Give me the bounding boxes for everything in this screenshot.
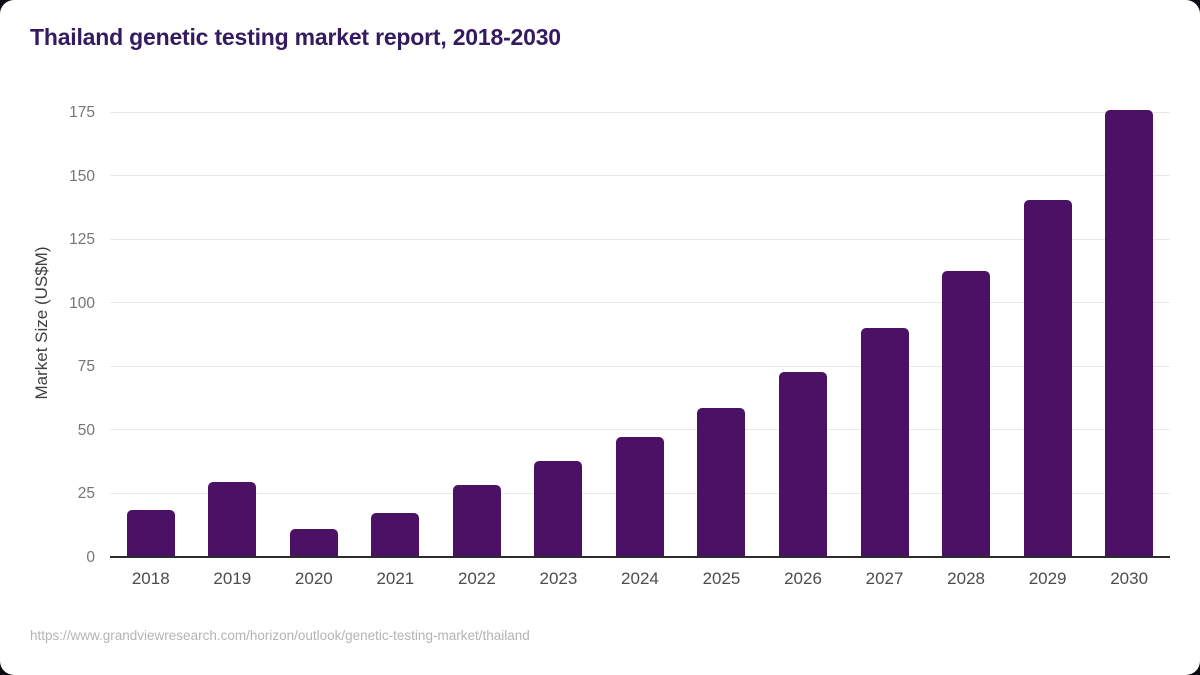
bar-slot-2026 xyxy=(762,110,844,557)
gridline-125 xyxy=(110,238,1170,240)
bar-2019[interactable] xyxy=(208,482,257,557)
gridline-100 xyxy=(110,302,1170,304)
x-axis-tick-labels: 2018 2019 2020 2021 2022 2023 2024 2025 2026 2027… xyxy=(110,569,1170,589)
x-tick-2027: 2027 xyxy=(865,569,904,588)
x-tick-2028: 2028 xyxy=(947,569,985,588)
bar-slot-2019 xyxy=(192,110,274,557)
x-tick-2025: 2025 xyxy=(702,569,741,588)
bar-slot-2021 xyxy=(355,110,437,557)
x-tick-2021: 2021 xyxy=(376,569,415,588)
x-tick-2023: 2023 xyxy=(539,569,578,588)
y-axis-tick-labels: 0 25 50 75 100 125 150 175 xyxy=(0,105,97,564)
bar-slot-2027 xyxy=(844,110,926,557)
x-tick-2018: 2018 xyxy=(131,569,170,588)
y-tick-50: 50 xyxy=(77,421,95,439)
chart-title: Thailand genetic testing market report, … xyxy=(30,24,561,50)
bar-2024[interactable] xyxy=(615,437,664,557)
bar-2029[interactable] xyxy=(1023,200,1072,557)
bar-slot-2018 xyxy=(110,110,192,557)
bar-slot-2023 xyxy=(518,110,600,557)
x-tick-2030: 2030 xyxy=(1110,569,1149,588)
bar-2028[interactable] xyxy=(942,270,991,557)
gridline-150 xyxy=(110,175,1170,177)
bar-slot-2029 xyxy=(1007,110,1089,557)
y-tick-25: 25 xyxy=(77,484,95,502)
x-axis-line xyxy=(110,556,1170,558)
plot-area xyxy=(110,110,1170,558)
bar-slot-2020 xyxy=(273,110,355,557)
y-tick-175: 175 xyxy=(69,103,95,121)
bar-2020[interactable] xyxy=(289,528,338,557)
bar-2025[interactable] xyxy=(697,408,746,557)
bar-2026[interactable] xyxy=(779,372,828,557)
source-url: https://www.grandviewresearch.com/horizo… xyxy=(30,628,530,643)
x-tick-2026: 2026 xyxy=(784,569,822,588)
x-tick-2029: 2029 xyxy=(1028,569,1067,588)
x-tick-2024: 2024 xyxy=(621,569,659,588)
gridline-50 xyxy=(110,429,1170,431)
bar-slot-2024 xyxy=(599,110,681,557)
y-tick-75: 75 xyxy=(77,357,95,375)
bar-slot-2028 xyxy=(925,110,1007,557)
y-tick-100: 100 xyxy=(69,294,95,312)
bar-slot-2022 xyxy=(436,110,518,557)
bar-2027[interactable] xyxy=(860,327,909,557)
y-tick-0: 0 xyxy=(86,548,95,566)
bar-2023[interactable] xyxy=(534,460,583,557)
bar-slot-2025 xyxy=(681,110,763,557)
bar-2030[interactable] xyxy=(1105,110,1154,557)
x-tick-2019: 2019 xyxy=(213,569,252,588)
x-tick-2022: 2022 xyxy=(457,569,496,588)
y-tick-150: 150 xyxy=(69,167,95,185)
gridline-175 xyxy=(110,111,1170,113)
y-tick-125: 125 xyxy=(69,230,95,248)
bar-series xyxy=(110,110,1170,557)
bar-slot-2030 xyxy=(1088,110,1170,557)
bar-2021[interactable] xyxy=(371,512,420,557)
bar-2018[interactable] xyxy=(126,510,175,557)
x-tick-2020: 2020 xyxy=(294,569,333,588)
bar-2022[interactable] xyxy=(452,484,501,557)
gridline-75 xyxy=(110,365,1170,367)
